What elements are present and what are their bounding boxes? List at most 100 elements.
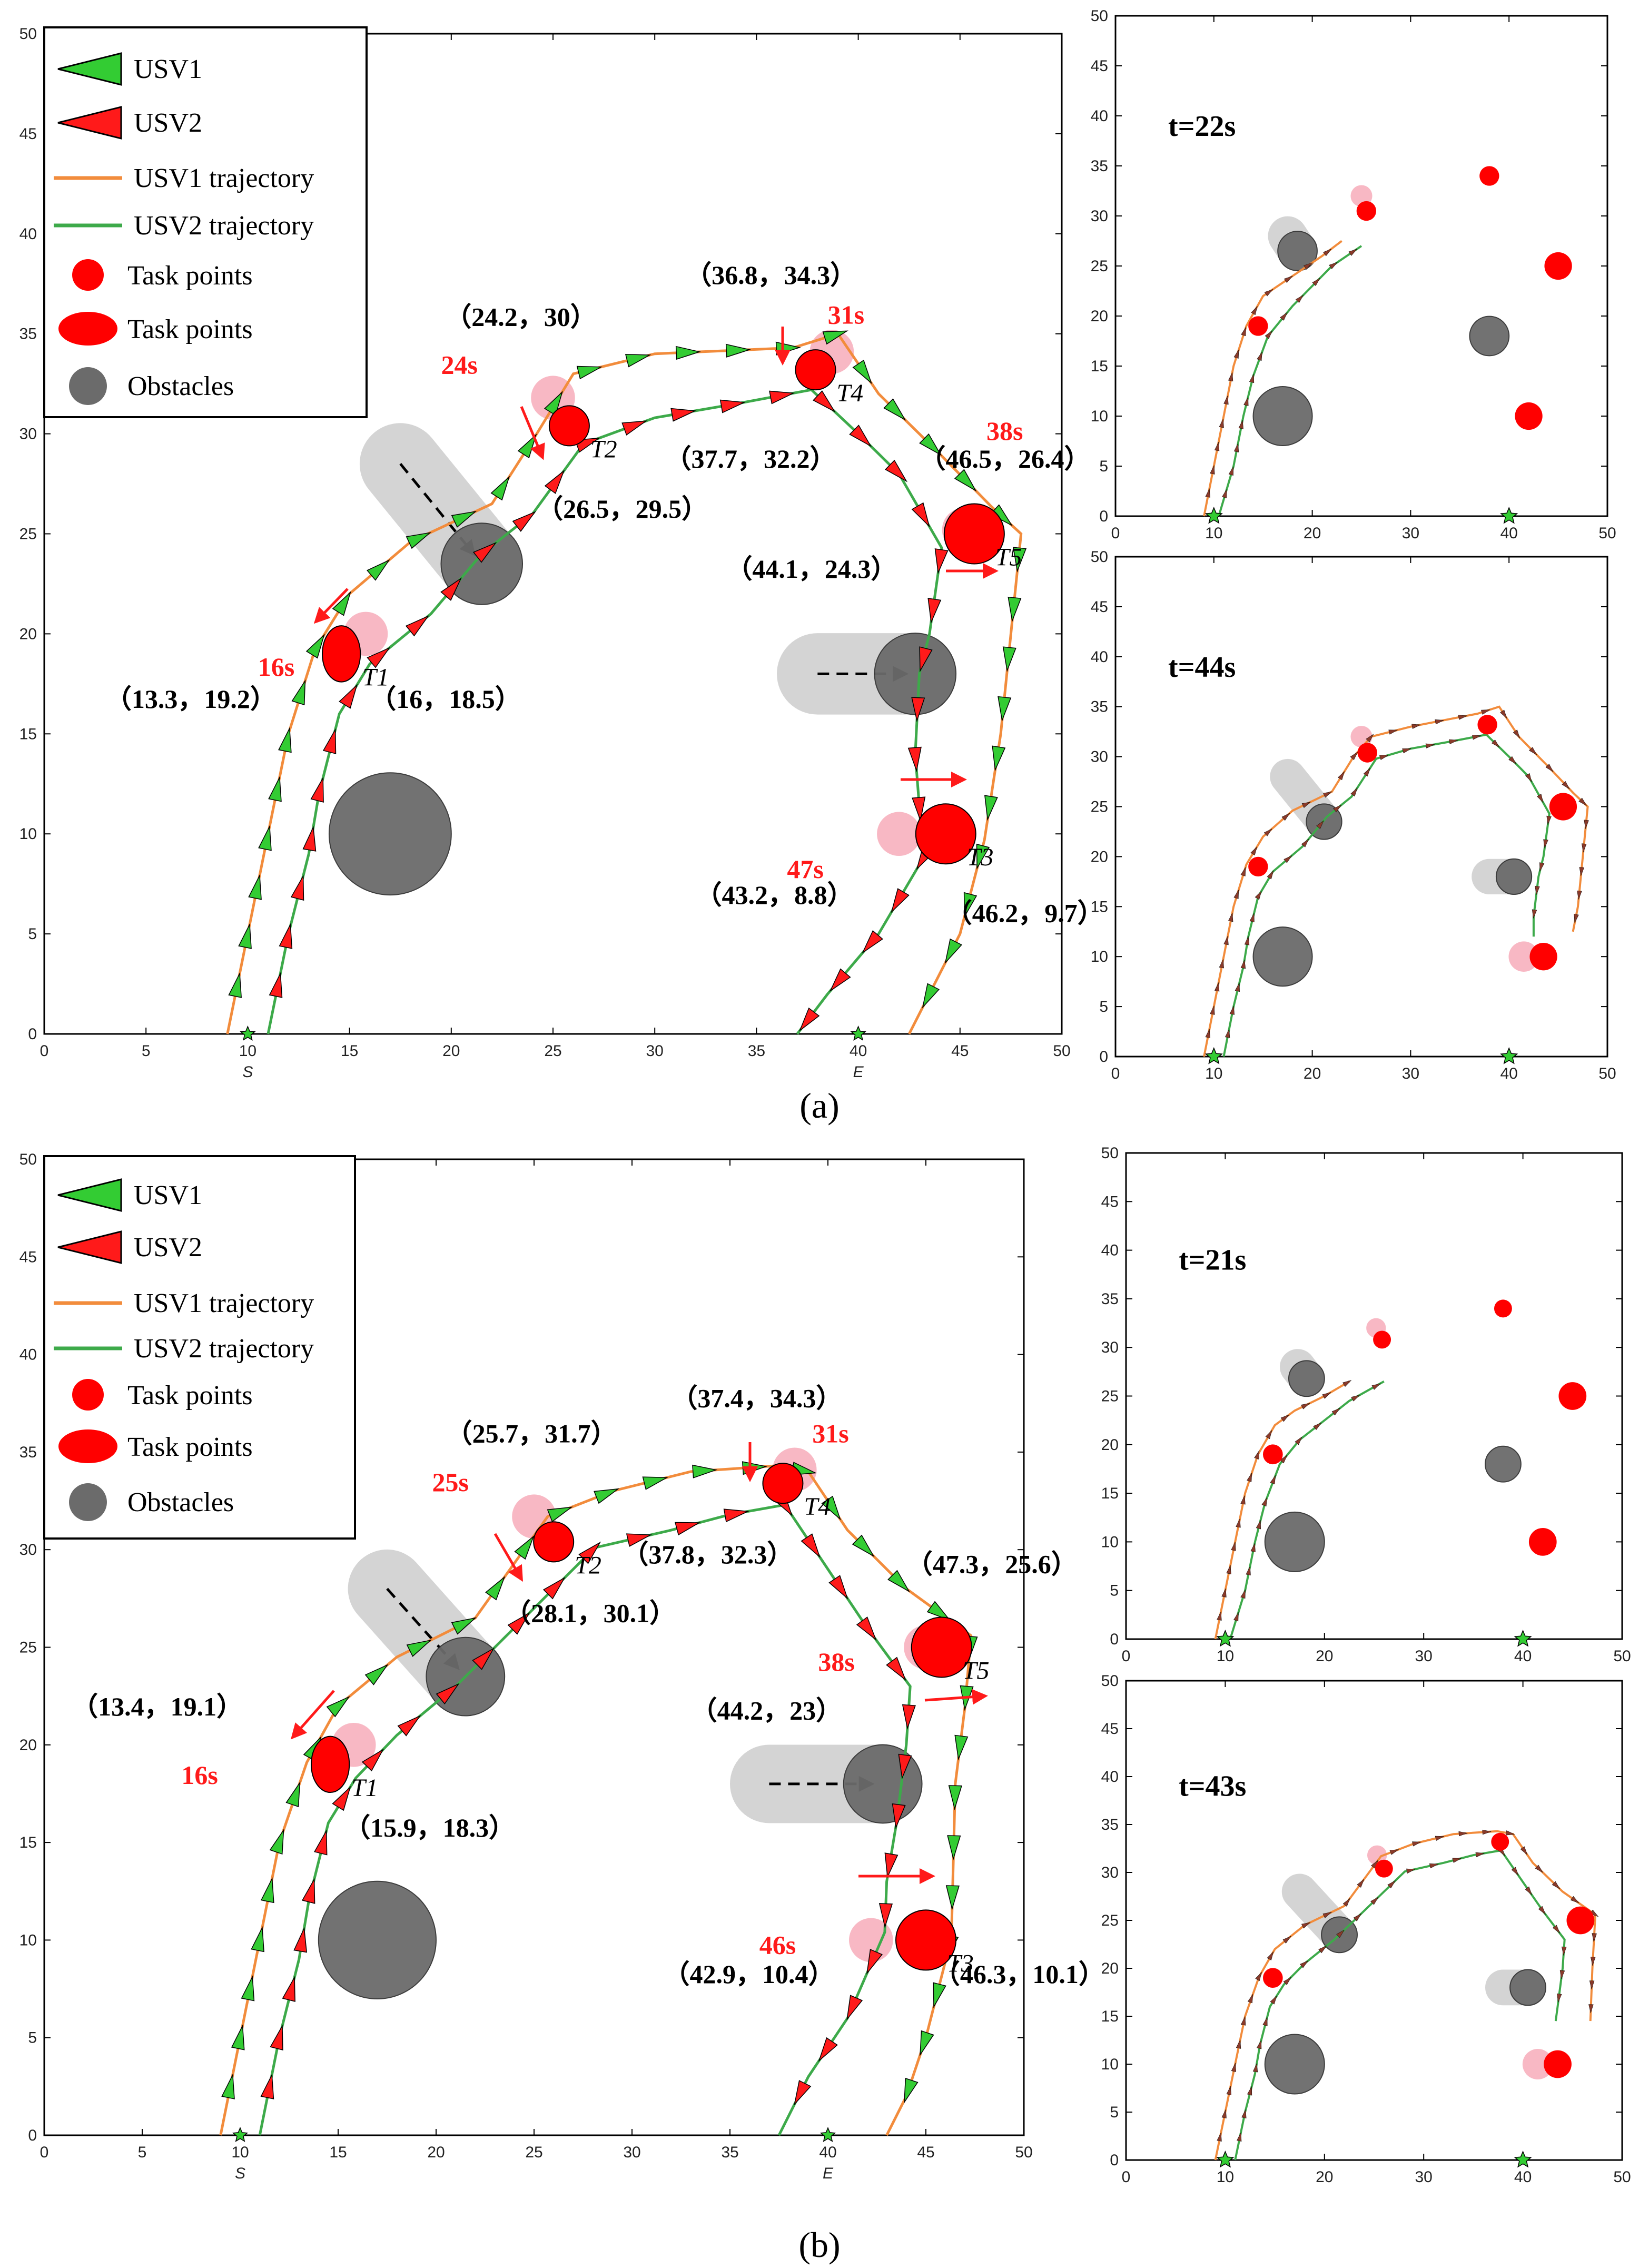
usv1-heading-marker — [221, 2073, 235, 2099]
usv2-heading-marker — [626, 1533, 653, 1547]
y-tick-label: 5 — [1099, 458, 1108, 475]
coordinate-annotation: （44.2，23） — [691, 1696, 843, 1725]
task-point — [1262, 1968, 1283, 1988]
usv1-heading-marker — [947, 1835, 961, 1861]
usv2-heading-marker — [1546, 815, 1552, 825]
task-point — [548, 405, 590, 447]
legend-a-usv1-marker — [57, 52, 122, 86]
time-annotation: 16s — [258, 652, 294, 682]
usv2-heading-marker — [675, 1522, 701, 1536]
y-tick-label: 0 — [1099, 1048, 1108, 1066]
usv1-heading-marker — [1350, 752, 1358, 761]
task-point-label: T2 — [590, 435, 617, 463]
legend-a-usv1-label: USV1 — [134, 54, 202, 84]
usv2-heading-marker — [891, 888, 910, 913]
x-tick-label: 30 — [1402, 1065, 1419, 1082]
usv1-heading-marker — [1552, 1881, 1561, 1890]
usv1-heading-marker — [1578, 797, 1587, 806]
usv1-heading-marker — [1231, 2062, 1237, 2072]
usv2-heading-marker — [440, 577, 462, 601]
coordinate-annotation: （13.3，19.2） — [105, 684, 277, 714]
usv1-heading-marker — [1323, 249, 1332, 257]
x-tick-label: 30 — [646, 1042, 664, 1060]
usv2-heading-marker — [302, 825, 317, 852]
y-tick-label: 45 — [1101, 1720, 1119, 1738]
x-tick-label: 30 — [623, 2144, 640, 2161]
usv1-heading-marker — [366, 559, 390, 581]
usv2-heading-marker — [1532, 909, 1537, 919]
usv2-heading-marker — [885, 459, 908, 482]
usv1-heading-marker — [1263, 828, 1272, 836]
usv1-heading-marker — [1411, 724, 1421, 729]
usv2-heading-marker — [512, 511, 537, 532]
task-point — [1566, 1906, 1595, 1935]
x-tick-label: 0 — [1111, 525, 1120, 542]
usv1-heading-marker — [1221, 2109, 1227, 2118]
legend-a-usv2-traj-label: USV2 trajectory — [134, 211, 314, 241]
usv2-heading-marker — [1262, 2016, 1268, 2026]
y-tick-label: 40 — [19, 225, 37, 243]
usv2-heading-marker — [866, 1949, 883, 1975]
usv1-heading-marker — [1458, 1831, 1468, 1837]
usv2-heading-marker — [829, 968, 851, 992]
legend-b-obstacle-label: Obstacles — [127, 1487, 234, 1517]
usv1-heading-marker — [742, 1461, 768, 1475]
obstacle — [1485, 1445, 1522, 1483]
y-tick-label: 30 — [1101, 1864, 1119, 1881]
legend-a-task-ellipse — [58, 312, 117, 346]
usv2-heading-marker — [1329, 262, 1338, 269]
usv2-heading-marker — [1228, 466, 1234, 476]
task-point-ghost — [1508, 941, 1539, 972]
y-tick-label: 15 — [1091, 898, 1108, 915]
legend-a-obstacle-label: Obstacles — [127, 371, 234, 401]
task-point — [762, 1463, 804, 1504]
y-tick-label: 30 — [19, 426, 37, 443]
coordinate-annotation: （43.2，8.8） — [695, 880, 853, 910]
x-tick-label: 50 — [1053, 1042, 1070, 1060]
usv1-heading-marker — [268, 776, 282, 802]
x-extra-label: E — [823, 2165, 834, 2182]
usv1-heading-marker — [887, 1570, 910, 1593]
panel-a-inset-t44-plot: 0 10 20 30 40 50 0 5 10 15 20 25 30 35 40 45 50 t=44s — [1091, 548, 1616, 1082]
usv1-heading-marker — [285, 1781, 301, 1808]
usv2-heading-marker — [1556, 1993, 1562, 2003]
x-tick-label: 40 — [819, 2144, 836, 2161]
y-tick-label: 45 — [19, 125, 37, 143]
usv2-heading-marker — [301, 1878, 315, 1904]
task-point-label: T4 — [804, 1493, 831, 1521]
x-extra-label: S — [242, 1063, 253, 1081]
legend-b-usv1-traj-label: USV1 trajectory — [134, 1288, 314, 1318]
legend-a-task-label-1: Task points — [127, 261, 253, 291]
usv2-heading-marker — [578, 1541, 601, 1564]
usv2-heading-marker — [902, 1704, 916, 1730]
usv2-heading-marker — [912, 796, 926, 822]
task-point — [1248, 316, 1268, 336]
task-point — [911, 1616, 972, 1678]
usv2-heading-marker — [1535, 885, 1540, 895]
usv1-heading-marker — [992, 745, 1006, 772]
usv2-heading-marker — [260, 2073, 274, 2099]
task-point — [1375, 1859, 1393, 1878]
y-tick-label: 20 — [1091, 848, 1108, 865]
obstacle — [1252, 926, 1313, 987]
usv1-heading-marker — [1210, 465, 1215, 475]
plot-frame — [1125, 1152, 1623, 1640]
y-tick-label: 50 — [19, 1151, 37, 1168]
plot-frame — [1125, 1680, 1623, 2161]
usv2-heading-marker — [1313, 1422, 1322, 1431]
time-annotation: 38s — [818, 1647, 854, 1677]
usv2-heading-marker — [769, 390, 795, 405]
usv1-heading-marker — [547, 1506, 573, 1522]
usv2-heading-marker — [1300, 1960, 1309, 1968]
usv2-heading-marker — [279, 923, 293, 949]
coordinate-annotation: （15.9，18.3） — [344, 1813, 515, 1842]
task-point — [1357, 743, 1377, 763]
usv2-heading-marker — [1312, 278, 1320, 286]
usv1-heading-marker — [1357, 1879, 1365, 1888]
usv1-heading-marker — [1214, 982, 1220, 992]
usv1-heading-marker — [260, 1877, 274, 1904]
usv2-heading-marker — [927, 598, 942, 624]
obstacle — [1469, 315, 1510, 357]
legend-a-usv2-marker — [57, 106, 122, 140]
usv1-heading-marker — [976, 843, 990, 870]
